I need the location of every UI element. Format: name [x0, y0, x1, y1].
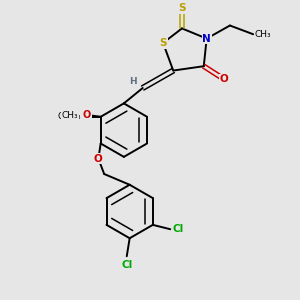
- Text: S: S: [159, 38, 167, 48]
- Text: OCH₃: OCH₃: [58, 112, 81, 121]
- Text: Cl: Cl: [121, 260, 132, 270]
- Text: Cl: Cl: [173, 224, 184, 234]
- Text: CH₃: CH₃: [255, 30, 271, 39]
- Text: O: O: [220, 74, 229, 84]
- Text: N: N: [202, 34, 211, 44]
- Text: H: H: [130, 77, 137, 86]
- Text: O: O: [82, 110, 91, 120]
- Text: O: O: [81, 112, 90, 122]
- Text: O: O: [94, 154, 103, 164]
- Text: S: S: [178, 3, 186, 13]
- Text: CH₃: CH₃: [61, 111, 78, 120]
